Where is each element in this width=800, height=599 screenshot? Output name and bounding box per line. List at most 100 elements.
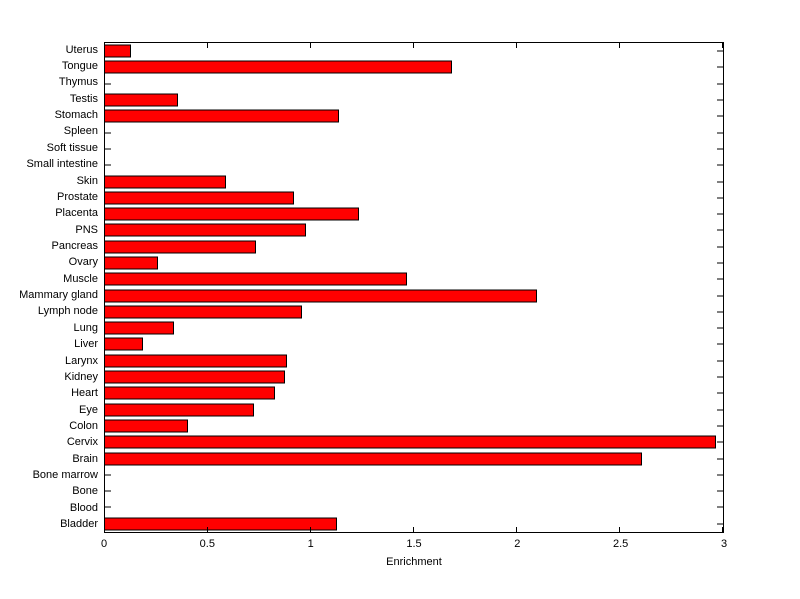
x-tick-bottom-3 xyxy=(722,527,723,532)
y-tick-right xyxy=(717,474,723,476)
y-tick-right xyxy=(717,425,723,427)
bar-row-cervix xyxy=(104,434,723,450)
bar-testis xyxy=(104,93,179,107)
bar-brain xyxy=(104,452,642,466)
y-tick-right xyxy=(717,66,723,68)
x-tick-label-1: 1 xyxy=(307,538,314,550)
bar-row-pns xyxy=(104,222,723,238)
y-label-thymus: Thymus xyxy=(58,76,98,89)
y-label-cervix: Cervix xyxy=(66,436,98,449)
y-label-lymph-node: Lymph node xyxy=(37,305,98,318)
y-tick-right xyxy=(717,132,723,134)
bar-row-thymus xyxy=(105,76,723,92)
y-tick-left xyxy=(105,474,111,476)
bar-row-prostate xyxy=(104,190,723,206)
y-label-bone-marrow: Bone marrow xyxy=(32,469,98,482)
x-tick-top-1.5 xyxy=(413,43,414,48)
y-label-bladder: Bladder xyxy=(60,518,98,531)
y-tick-right xyxy=(717,409,723,411)
bar-heart xyxy=(104,386,275,400)
y-label-brain: Brain xyxy=(72,452,98,465)
y-tick-right xyxy=(717,311,723,313)
x-axis-title: Enrichment xyxy=(386,556,442,568)
y-tick-right xyxy=(717,99,723,101)
bar-row-lung xyxy=(104,320,723,336)
bar-kidney xyxy=(104,370,286,384)
x-tick-top-0 xyxy=(104,43,105,48)
y-label-skin: Skin xyxy=(76,174,98,187)
x-tick-top-0.5 xyxy=(206,43,208,48)
y-tick-right xyxy=(717,278,723,280)
x-tick-bottom-0.5 xyxy=(206,527,208,532)
x-tick-bottom-1 xyxy=(309,527,311,532)
bar-liver xyxy=(104,337,144,351)
y-label-heart: Heart xyxy=(71,387,98,400)
bar-lung xyxy=(104,321,175,335)
y-tick-left xyxy=(105,164,111,166)
x-tick-top-2 xyxy=(515,43,517,48)
bar-row-bone-marrow xyxy=(105,467,723,483)
bar-stomach xyxy=(104,109,339,123)
y-label-prostate: Prostate xyxy=(57,190,98,203)
y-tick-right xyxy=(717,360,723,362)
x-tick-bottom-2.5 xyxy=(619,527,620,532)
y-tick-right xyxy=(717,506,723,508)
bar-tongue xyxy=(104,60,453,74)
bar-eye xyxy=(104,403,255,417)
bar-row-bladder xyxy=(104,516,723,532)
x-tick-top-3 xyxy=(722,43,723,48)
y-label-uterus: Uterus xyxy=(65,43,98,56)
y-tick-right xyxy=(717,148,723,150)
y-tick-right xyxy=(717,229,723,231)
y-label-pancreas: Pancreas xyxy=(51,239,98,252)
x-tick-label-1.5: 1.5 xyxy=(406,538,422,550)
bar-pns xyxy=(104,223,306,237)
bar-row-skin xyxy=(104,173,723,189)
bar-rows xyxy=(104,43,723,532)
bar-larynx xyxy=(104,354,288,368)
y-tick-right xyxy=(717,262,723,264)
bar-row-kidney xyxy=(104,369,723,385)
x-tick-label-2.5: 2.5 xyxy=(613,538,629,550)
bar-lymph-node xyxy=(104,305,302,319)
y-label-soft-tissue: Soft tissue xyxy=(46,141,98,154)
bar-skin xyxy=(104,175,226,189)
bar-row-mammary-gland xyxy=(104,287,723,303)
y-tick-left xyxy=(105,490,111,492)
bar-prostate xyxy=(104,191,294,205)
bar-row-uterus xyxy=(104,43,723,59)
x-tick-top-1 xyxy=(309,43,311,48)
y-label-colon: Colon xyxy=(69,419,98,432)
y-tick-right xyxy=(717,392,723,394)
bar-row-ovary xyxy=(104,255,723,271)
y-tick-right xyxy=(717,115,723,117)
x-tick-bottom-0 xyxy=(104,527,105,532)
y-tick-right xyxy=(717,490,723,492)
x-tick-label-0.5: 0.5 xyxy=(199,538,215,550)
y-label-lung: Lung xyxy=(73,321,98,334)
bar-ovary xyxy=(104,256,158,270)
y-tick-right xyxy=(717,441,723,443)
bar-row-testis xyxy=(104,92,723,108)
y-label-stomach: Stomach xyxy=(54,109,98,122)
bar-cervix xyxy=(104,435,716,449)
bar-pancreas xyxy=(104,240,257,254)
bar-row-liver xyxy=(104,336,723,352)
bar-row-soft-tissue xyxy=(105,141,723,157)
bar-placenta xyxy=(104,207,360,221)
bar-row-spleen xyxy=(105,124,723,140)
bar-row-blood xyxy=(105,499,723,515)
bar-row-lymph-node xyxy=(104,304,723,320)
x-tick-bottom-1.5 xyxy=(413,527,414,532)
y-tick-right xyxy=(717,164,723,166)
y-tick-right xyxy=(717,83,723,85)
x-tick-label-0: 0 xyxy=(100,538,108,550)
y-label-muscle: Muscle xyxy=(63,272,98,285)
bar-row-brain xyxy=(104,450,723,466)
y-tick-left xyxy=(105,148,111,150)
x-tick-bottom-2 xyxy=(515,527,517,532)
y-tick-right xyxy=(717,343,723,345)
y-tick-right xyxy=(717,50,723,52)
bar-row-eye xyxy=(104,402,723,418)
